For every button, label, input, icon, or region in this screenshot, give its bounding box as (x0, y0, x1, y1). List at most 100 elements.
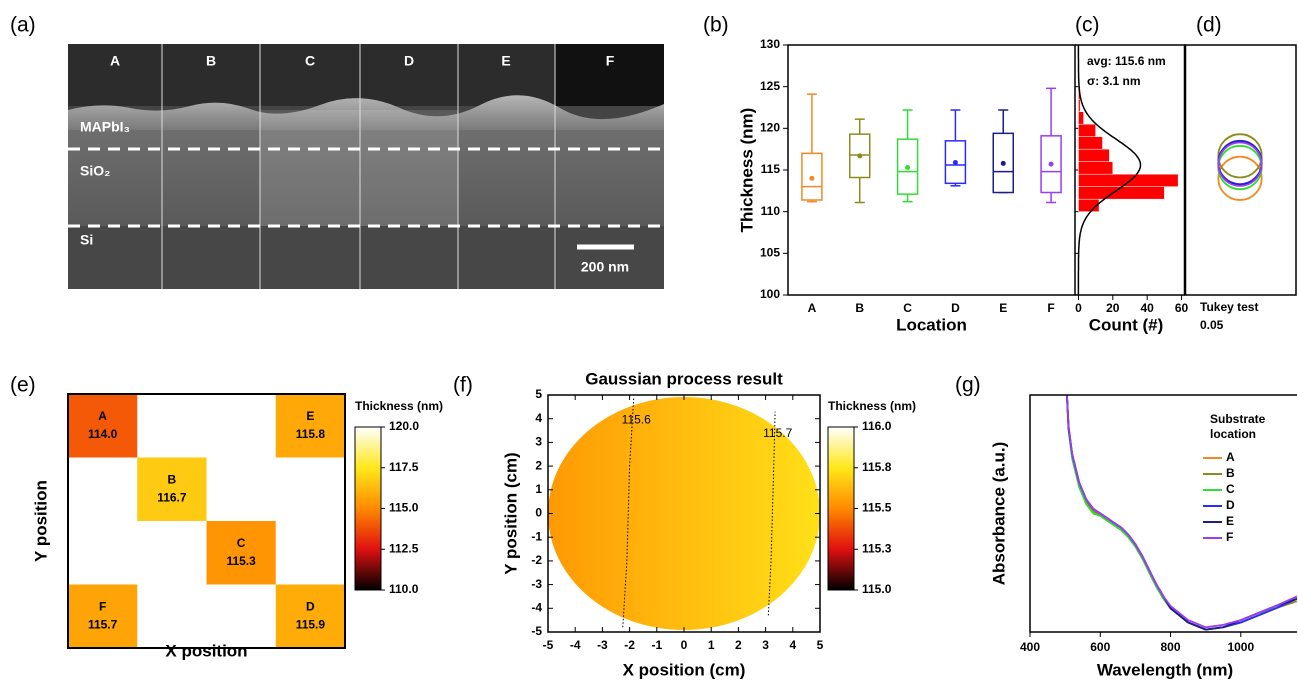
heatmap-cell (137, 458, 206, 522)
mean-dot (1001, 161, 1006, 166)
column-label: B (206, 53, 216, 69)
plot-frame (1185, 45, 1296, 295)
cell-name: A (98, 409, 107, 423)
x-tick-label: A (808, 301, 817, 315)
legend-label: B (1226, 466, 1235, 480)
mean-dot (809, 176, 814, 181)
histogram-bar (1078, 99, 1080, 112)
histogram-bar (1078, 149, 1109, 162)
x-tick-label: -1 (651, 638, 662, 652)
colorbar-tick-label: 112.5 (389, 541, 419, 555)
panel-label: (g) (955, 374, 981, 397)
y-tick-label: 100 (760, 287, 780, 301)
sem-bright-region (260, 110, 458, 226)
histogram-bar (1078, 112, 1083, 125)
y-axis-label: Y position (31, 480, 50, 562)
x-tick-label: 0 (681, 638, 688, 652)
mean-dot (1049, 162, 1054, 167)
column-label: C (305, 53, 315, 69)
mean-dot (905, 165, 910, 170)
colorbar (828, 427, 854, 590)
legend-label: D (1226, 498, 1235, 512)
x-axis-label: Location (896, 315, 967, 334)
x-axis-label: Wavelength (nm) (1097, 660, 1233, 679)
y-axis-label: Thickness (nm) (737, 108, 756, 233)
mean-dot (953, 160, 958, 165)
cell-value: 116.7 (157, 490, 187, 504)
contour-label: 115.7 (763, 426, 792, 440)
cell-name: D (306, 599, 315, 613)
chart-title: Gaussian process result (585, 369, 783, 388)
x-tick-label: B (855, 301, 864, 315)
y-tick-label: 3 (535, 435, 542, 449)
layer-label: Si (80, 232, 93, 248)
colorbar-tick-label: 115.5 (862, 501, 892, 515)
y-tick-label: 120 (760, 121, 780, 135)
y-tick-label: 1 (535, 482, 542, 496)
cell-value: 115.8 (296, 427, 326, 441)
x-tick-label: 1000 (1227, 640, 1254, 654)
legend-label: C (1226, 482, 1235, 496)
y-tick-label: -5 (531, 624, 542, 638)
x-axis-label: Tukey test (1200, 300, 1258, 314)
heatmap-cell (276, 585, 345, 649)
x-tick-label: D (951, 301, 960, 315)
legend-title: Substrate location (1210, 412, 1290, 442)
y-tick-label: 125 (760, 79, 780, 93)
comparison-circle (1218, 146, 1261, 189)
layer-label: SiO₂ (80, 163, 110, 179)
x-tick-label: -4 (570, 638, 581, 652)
y-tick-label: 5 (535, 387, 542, 401)
x-axis-label: Count (#) (1089, 315, 1164, 334)
colorbar-tick-label: 115.8 (862, 460, 892, 474)
fit-annotation: σ: 3.1 nm (1087, 74, 1141, 88)
cell-name: C (237, 536, 246, 550)
y-axis-label: Absorbance (a.u.) (989, 442, 1008, 586)
y-tick-label: 105 (760, 246, 780, 260)
x-tick-label: 600 (1090, 640, 1110, 654)
x-tick-label: C (903, 301, 912, 315)
histogram-bar (1078, 137, 1102, 150)
x-tick-label: 800 (1161, 640, 1181, 654)
x-tick-label: -2 (624, 638, 635, 652)
x-axis-label: X position (165, 641, 247, 660)
panel-label: (d) (1196, 14, 1222, 37)
alpha-label: 0.05 (1200, 318, 1224, 332)
x-tick-label: 5 (817, 638, 824, 652)
histogram-bar (1078, 162, 1112, 175)
sem-image: 200 nm MAPbI₃ SiO₂ Si (68, 44, 664, 289)
x-tick-label: -5 (543, 638, 554, 652)
cell-value: 115.7 (88, 617, 118, 631)
x-tick-label: 400 (1020, 640, 1040, 654)
x-axis-label: X position (cm) (623, 660, 746, 679)
heatmap-cell (68, 394, 137, 458)
column-label: F (606, 53, 615, 69)
colorbar-tick-label: 115.0 (862, 582, 892, 596)
cell-name: F (99, 599, 106, 613)
x-tick-label: -3 (597, 638, 608, 652)
colorbar-title: Thickness (nm) (828, 399, 916, 413)
x-tick-label: E (999, 301, 1007, 315)
histogram-bar (1078, 174, 1178, 187)
y-tick-label: 2 (535, 458, 542, 472)
layer-label: MAPbI₃ (80, 119, 130, 135)
legend-label: E (1226, 514, 1234, 528)
sem-silicon-layer (68, 226, 664, 289)
colorbar-tick-label: 117.5 (389, 460, 419, 474)
y-axis-label: Y position (cm) (501, 452, 520, 574)
x-tick-label: 4 (789, 638, 796, 652)
colorbar (355, 427, 381, 590)
x-tick-label: 3 (762, 638, 769, 652)
fit-annotation: avg: 115.6 nm (1087, 54, 1166, 68)
panel-label: (e) (10, 374, 36, 397)
cell-value: 115.3 (226, 554, 256, 568)
x-tick-label: 1 (708, 638, 715, 652)
y-tick-label: -1 (531, 529, 542, 543)
cell-value: 115.9 (296, 617, 326, 631)
panel-label: (b) (703, 14, 729, 37)
cell-name: E (306, 409, 314, 423)
comparison-circle (1218, 143, 1261, 186)
y-tick-label: 110 (761, 204, 781, 218)
heatmap-cell (68, 585, 137, 649)
column-label: E (501, 53, 510, 69)
